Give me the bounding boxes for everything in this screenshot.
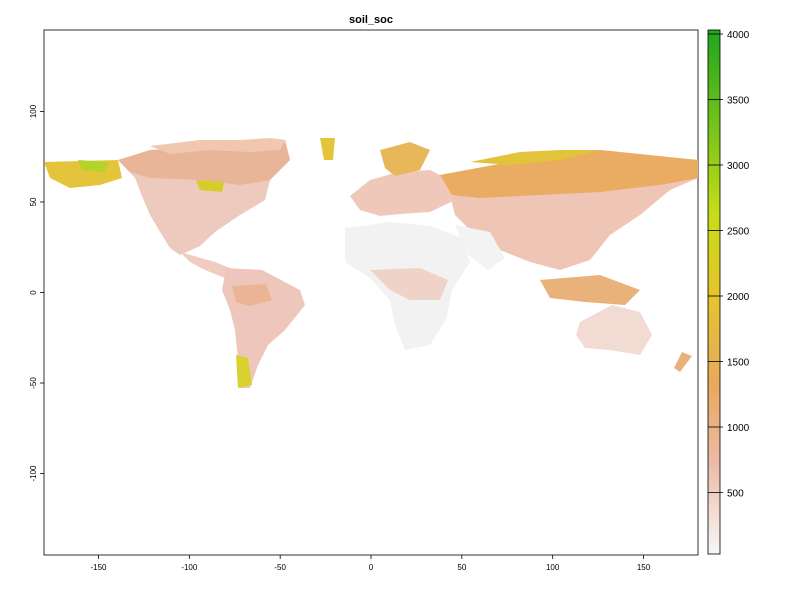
arabia [455,225,505,270]
legend-tick-label: 1000 [727,423,750,434]
y-tick-label: 100 [29,104,38,118]
legend-tick-label: 3500 [727,96,750,107]
y-axis: 100 50 0 -50 -100 [29,104,44,482]
map-title: soil_soc [348,14,394,26]
y-tick-label: 50 [29,197,38,206]
legend-tick-label: 4000 [727,30,750,41]
siberia-band [440,150,698,198]
x-tick-label: -50 [274,563,286,572]
land-layer [44,138,698,388]
x-tick-label: -100 [181,563,198,572]
x-tick-label: 150 [637,563,651,572]
x-axis: -150 -100 -50 0 50 100 150 [90,555,651,572]
legend-colorbar [707,29,721,555]
y-tick-label: -100 [29,465,38,482]
x-tick-label: 100 [546,563,560,572]
x-tick-label: 50 [457,563,466,572]
central-america [180,252,240,280]
y-tick-label: 0 [29,290,38,295]
x-tick-label: -150 [90,563,107,572]
legend-tick-label: 500 [727,489,744,500]
africa-tropics [370,268,448,300]
y-tick-label: -50 [29,377,38,389]
europe [350,170,455,216]
legend-tick-label: 2000 [727,292,750,303]
greenland [320,138,335,160]
patagonia [236,355,252,388]
legend-ticks: 4000 3500 3000 2500 2000 1500 1000 500 [708,30,750,500]
scandinavia [380,142,430,176]
alaska-peak [78,160,110,172]
amazon [232,284,272,306]
legend-tick-label: 3000 [727,161,750,172]
australia [576,305,652,355]
legend-tick-label: 1500 [727,358,750,369]
arctic-islands [150,138,286,154]
siberia-north [470,150,600,165]
se-asia-islands [540,275,640,305]
hudson-lowland [196,180,224,192]
new-zealand [674,352,692,372]
x-tick-label: 0 [369,563,374,572]
legend-tick-label: 2500 [727,227,750,238]
